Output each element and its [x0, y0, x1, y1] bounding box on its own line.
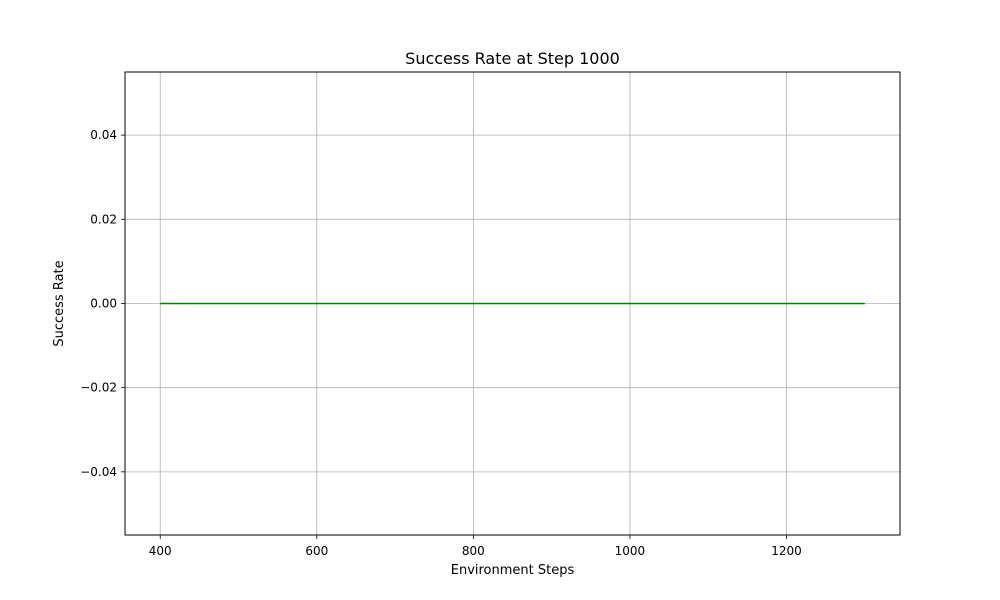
x-tick-label: 800	[462, 544, 485, 558]
y-axis-label: Success Rate	[52, 260, 67, 346]
x-axis-label: Environment Steps	[451, 563, 575, 578]
y-tick-label: 0.04	[90, 128, 117, 142]
y-tick-label: −0.04	[80, 465, 117, 479]
y-axis-ticks: −0.04 −0.02 0.00 0.02 0.04	[80, 128, 125, 479]
y-tick-label: −0.02	[80, 381, 117, 395]
x-tick-label: 1200	[771, 544, 802, 558]
x-axis-ticks: 400 600 800 1000 1200	[149, 535, 802, 558]
y-tick-label: 0.00	[90, 297, 117, 311]
x-tick-label: 1000	[615, 544, 646, 558]
x-tick-label: 600	[305, 544, 328, 558]
y-tick-label: 0.02	[90, 212, 117, 226]
chart-title: Success Rate at Step 1000	[405, 49, 620, 68]
x-tick-label: 400	[149, 544, 172, 558]
